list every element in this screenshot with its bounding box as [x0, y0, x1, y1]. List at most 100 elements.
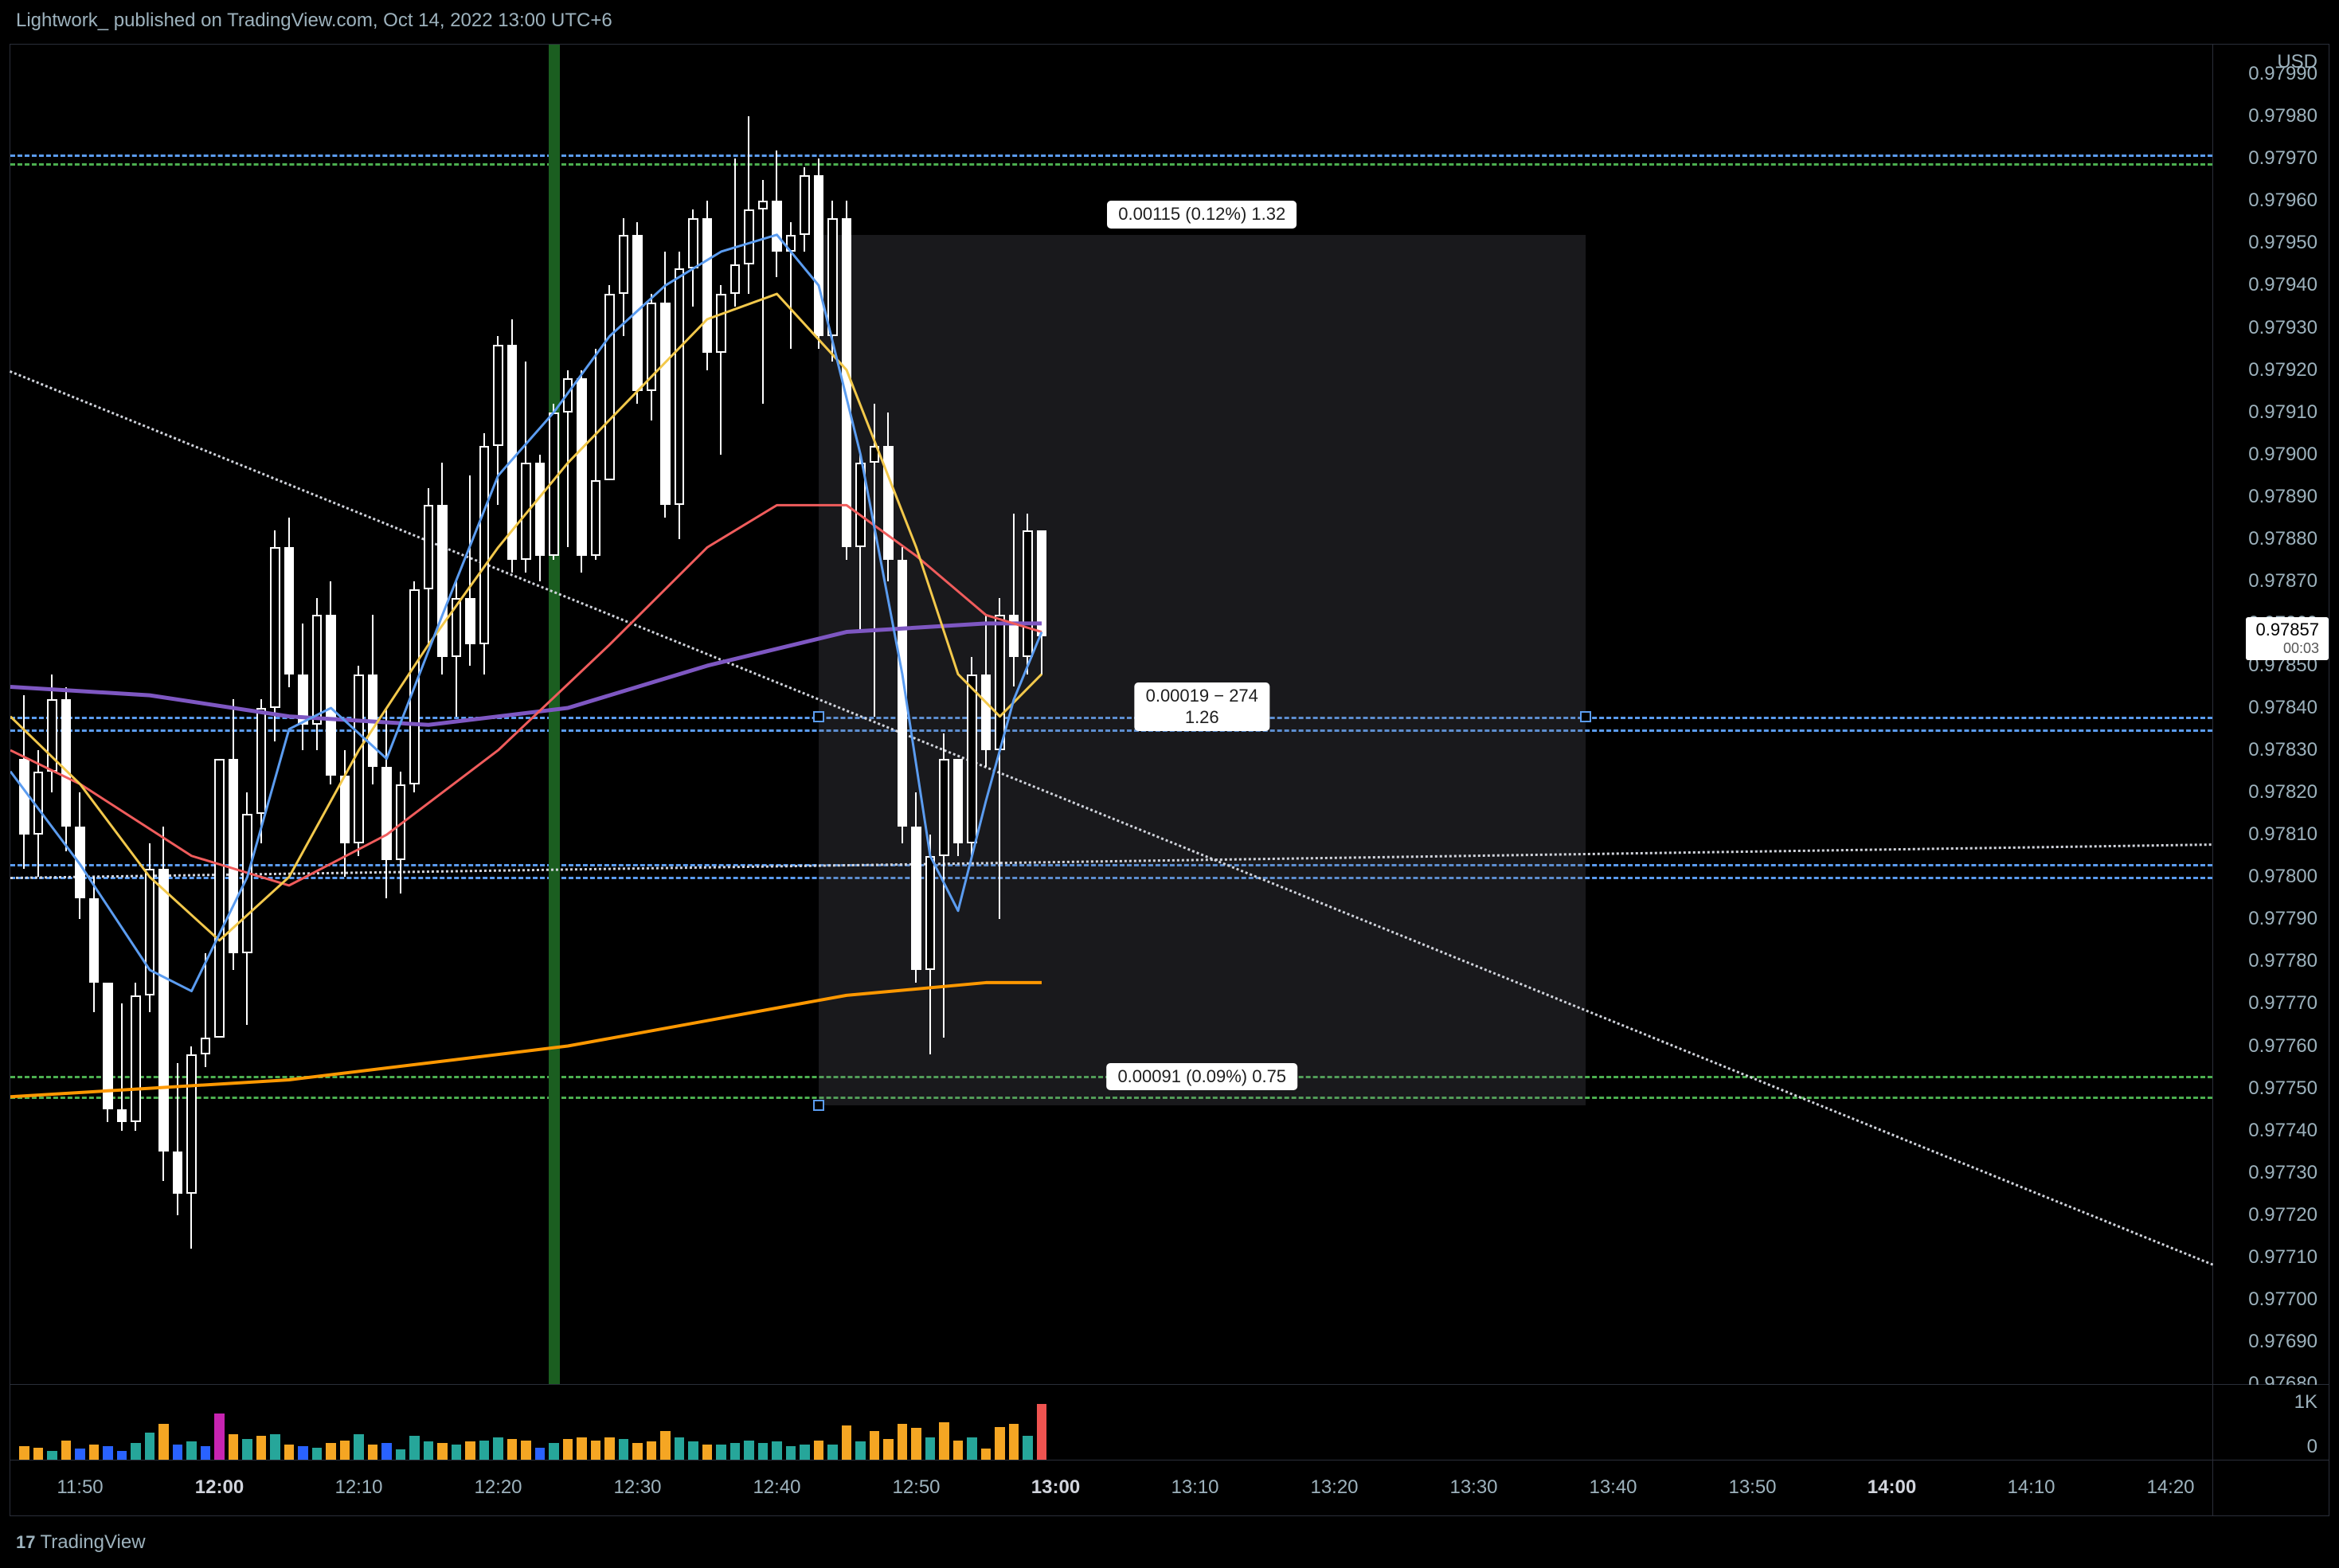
volume-bar	[1037, 1404, 1047, 1460]
price-tick: 0.97720	[2248, 1204, 2317, 1226]
volume-bar	[786, 1446, 796, 1460]
volume-bar	[242, 1439, 252, 1460]
price-tick: 0.97690	[2248, 1331, 2317, 1353]
selection-handle[interactable]	[813, 1100, 824, 1111]
price-tick: 0.97970	[2248, 147, 2317, 170]
price-tick: 0.97990	[2248, 63, 2317, 85]
volume-bar	[214, 1414, 225, 1460]
candle	[452, 45, 462, 1384]
time-tick: 13:40	[1589, 1476, 1637, 1499]
chart-annotation[interactable]: 0.00115 (0.12%) 1.32	[1107, 201, 1297, 228]
candle	[479, 45, 490, 1384]
candle	[647, 45, 657, 1384]
footer-brand-label: TradingView	[40, 1531, 145, 1554]
time-tick: 13:50	[1728, 1476, 1776, 1499]
candle	[493, 45, 503, 1384]
candle	[995, 45, 1005, 1384]
time-tick: 12:40	[753, 1476, 800, 1499]
candle	[688, 45, 698, 1384]
volume-bar	[465, 1441, 475, 1460]
time-tick: 12:30	[613, 1476, 661, 1499]
candle	[284, 45, 295, 1384]
time-tick: 14:00	[1868, 1476, 1916, 1499]
volume-bar	[521, 1441, 531, 1460]
volume-pane[interactable]	[10, 1385, 2213, 1460]
candle	[898, 45, 908, 1384]
candle	[312, 45, 323, 1384]
candle	[298, 45, 308, 1384]
volume-bar	[563, 1439, 573, 1460]
candle	[229, 45, 239, 1384]
time-tick: 12:50	[892, 1476, 940, 1499]
volume-bar	[939, 1422, 949, 1460]
candle	[939, 45, 949, 1384]
volume-bar	[911, 1428, 921, 1460]
candle	[340, 45, 350, 1384]
volume-bar	[354, 1434, 364, 1460]
volume-bar	[173, 1445, 183, 1460]
price-tick: 0.97880	[2248, 528, 2317, 550]
candle	[660, 45, 671, 1384]
time-tick: 11:50	[57, 1476, 103, 1499]
volume-bar	[312, 1448, 323, 1460]
volume-bar	[131, 1443, 141, 1460]
price-chart[interactable]: 0.00115 (0.12%) 1.32 0.00019 − 2741.26 0.0…	[10, 44, 2213, 1385]
volume-bar	[424, 1441, 434, 1460]
volume-bar	[117, 1451, 127, 1460]
price-tick: 0.97950	[2248, 232, 2317, 254]
candle	[173, 45, 183, 1384]
candle	[1009, 45, 1019, 1384]
volume-bar	[201, 1446, 211, 1460]
candle	[424, 45, 434, 1384]
chart-annotation[interactable]: 0.00019 − 2741.26	[1135, 682, 1269, 731]
volume-bar	[229, 1434, 239, 1460]
price-tick: 0.97840	[2248, 697, 2317, 719]
candle	[702, 45, 713, 1384]
volume-bar	[145, 1433, 155, 1460]
candle	[214, 45, 225, 1384]
candle	[883, 45, 894, 1384]
time-tick: 13:30	[1449, 1476, 1497, 1499]
volume-bar	[604, 1437, 615, 1460]
volume-bar	[758, 1443, 769, 1460]
selection-handle[interactable]	[1580, 711, 1591, 722]
volume-bar	[1023, 1436, 1033, 1460]
price-tick: 0.97780	[2248, 950, 2317, 972]
chart-annotation[interactable]: 0.00091 (0.09%) 0.75	[1106, 1063, 1297, 1090]
volume-bar	[298, 1446, 308, 1460]
volume-axis-label: 0	[2307, 1436, 2317, 1458]
volume-bar	[368, 1445, 378, 1460]
candle	[158, 45, 169, 1384]
volume-bar	[158, 1424, 169, 1460]
time-tick: 12:00	[195, 1476, 244, 1499]
selection-handle[interactable]	[813, 711, 824, 722]
volume-bar	[647, 1441, 657, 1460]
candle	[75, 45, 85, 1384]
candle	[842, 45, 852, 1384]
candle	[409, 45, 420, 1384]
candle	[563, 45, 573, 1384]
time-tick: 14:10	[2007, 1476, 2055, 1499]
volume-bar	[981, 1449, 992, 1460]
volume-bar	[744, 1441, 754, 1460]
price-tick: 0.97760	[2248, 1035, 2317, 1058]
volume-axis-label: 1K	[2294, 1391, 2317, 1414]
candle	[103, 45, 113, 1384]
price-axis[interactable]: USD 0.976800.976900.977000.977100.977200…	[2213, 44, 2329, 1385]
volume-bar	[340, 1441, 350, 1460]
volume-bar	[409, 1436, 420, 1460]
candle	[577, 45, 587, 1384]
volume-axis[interactable]: 1K 0	[2213, 1385, 2329, 1460]
app-root: Lightwork_ published on TradingView.com,…	[0, 0, 2339, 1568]
volume-bar	[842, 1425, 852, 1460]
volume-bar	[660, 1431, 671, 1460]
candle	[61, 45, 72, 1384]
candle	[632, 45, 643, 1384]
volume-bar	[256, 1436, 267, 1460]
candle	[800, 45, 810, 1384]
time-axis[interactable]: 11:5012:0012:1012:2012:3012:4012:5013:00…	[10, 1460, 2213, 1516]
candle	[19, 45, 29, 1384]
volume-bar	[47, 1451, 57, 1460]
publish-header: Lightwork_ published on TradingView.com,…	[16, 10, 612, 32]
price-tick: 0.97770	[2248, 992, 2317, 1015]
